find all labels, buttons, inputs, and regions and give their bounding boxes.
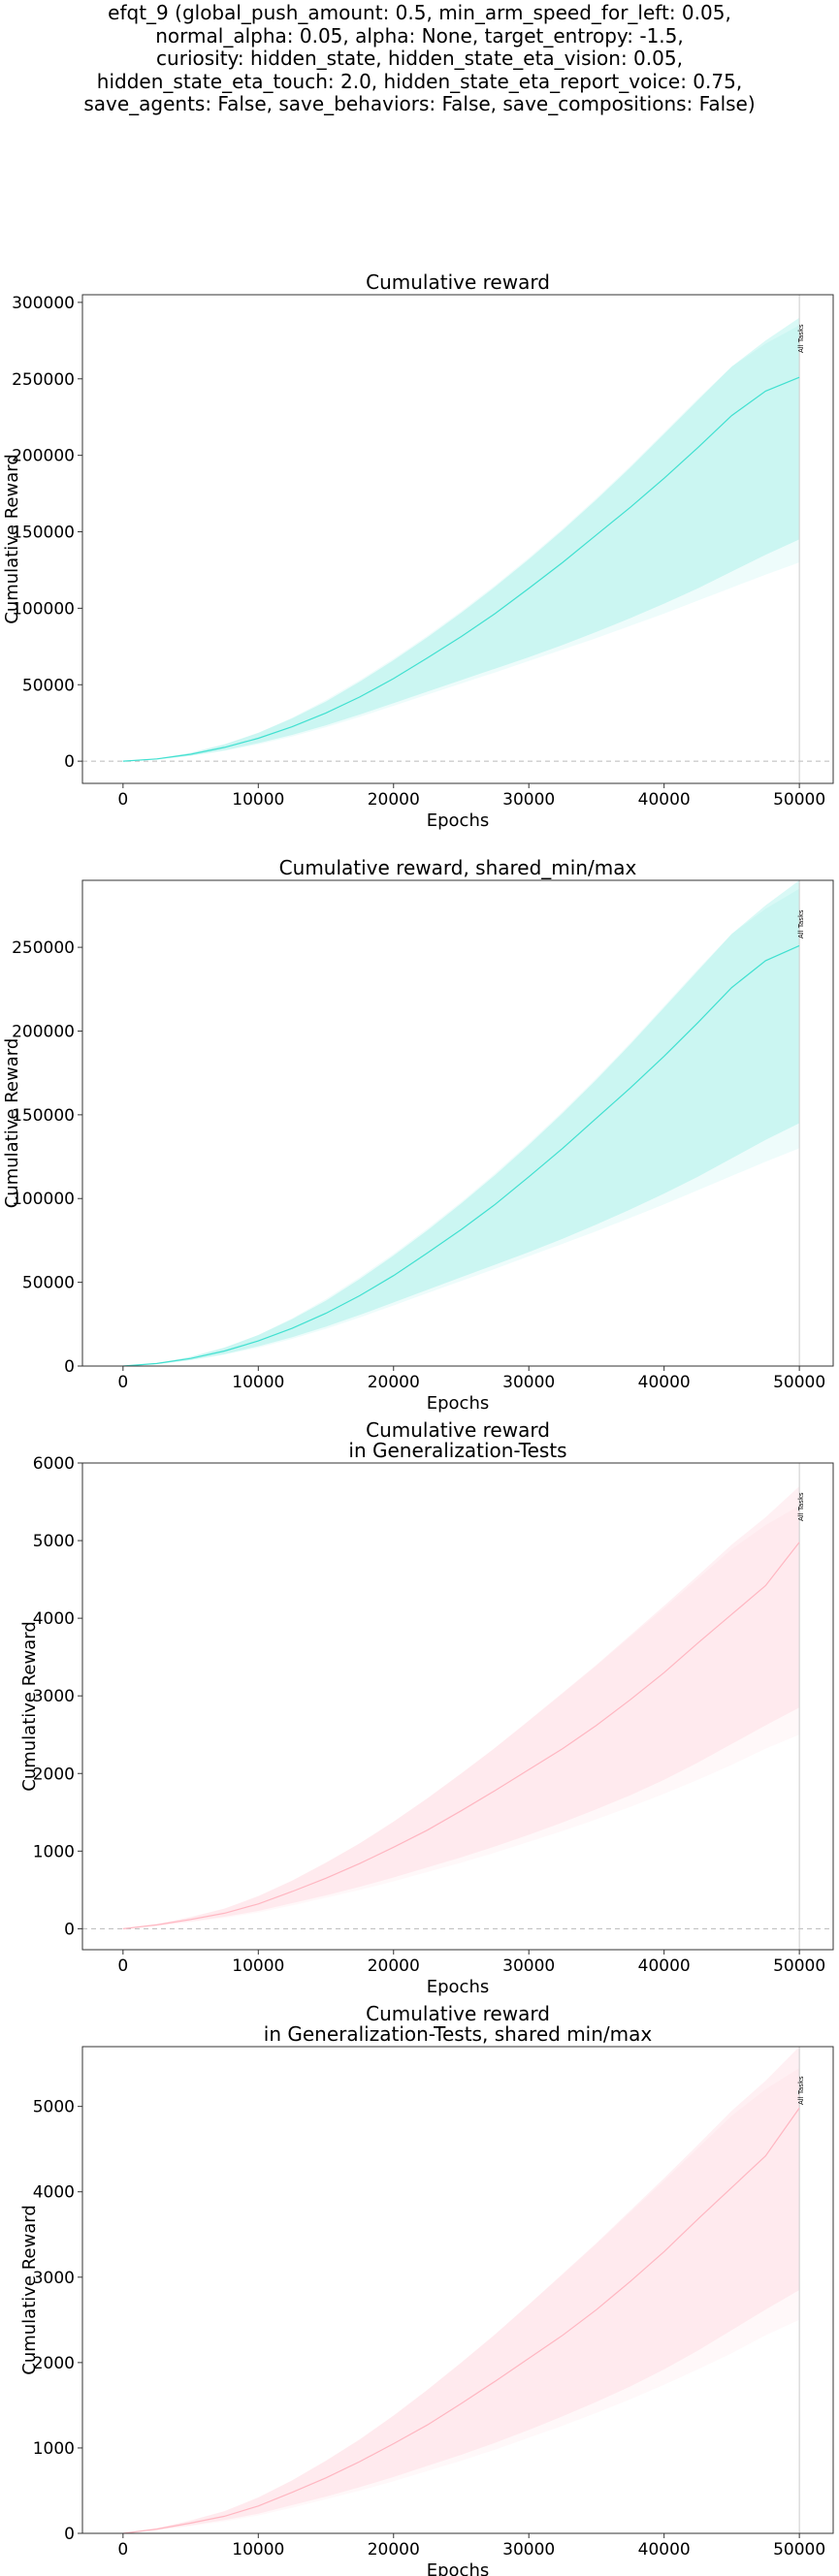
x-tick-label: 20000 (368, 1956, 420, 1976)
chart-title: in Generalization-Tests (348, 1439, 566, 1462)
x-axis-label: Epochs (427, 1393, 490, 1414)
task-marker-label: All Tasks (797, 909, 805, 938)
x-tick-label: 10000 (232, 1956, 284, 1976)
task-marker-label: All Tasks (797, 2076, 805, 2105)
figure-title-line: efqt_9 (global_push_amount: 0.5, min_arm… (108, 1, 731, 24)
x-tick-label: 40000 (638, 2540, 691, 2560)
y-tick-label: 2000 (33, 2354, 75, 2373)
x-tick-label: 10000 (232, 790, 284, 810)
x-tick-label: 20000 (368, 790, 420, 810)
x-tick-label: 0 (117, 790, 128, 810)
figure-title-line: normal_alpha: 0.05, alpha: None, target_… (155, 23, 684, 48)
x-tick-label: 30000 (502, 1956, 555, 1976)
task-marker-label: All Tasks (797, 324, 805, 353)
y-tick-label: 150000 (12, 1106, 75, 1126)
x-tick-label: 0 (117, 2540, 128, 2560)
x-tick-label: 10000 (232, 2540, 284, 2560)
axes-frame (81, 879, 834, 1367)
chart-panel: All Tasks 0 10000 20000 30000 40000 50000 0 1000… (19, 1418, 834, 1997)
x-tick-label: 30000 (502, 1373, 555, 1392)
outer-range-band (122, 1506, 800, 1929)
figure-title-line: hidden_state_eta_touch: 2.0, hidden_stat… (96, 69, 743, 93)
x-tick-label: 20000 (368, 2540, 420, 2560)
min-max-band (122, 1486, 800, 1929)
y-tick-label: 2000 (33, 1765, 75, 1784)
y-axis-label: Cumulative Reward (19, 2205, 40, 2375)
figure-title-line: save_agents: False, save_behaviors: Fals… (83, 92, 756, 115)
y-tick-label: 0 (64, 752, 75, 772)
y-tick-label: 0 (64, 1920, 75, 1939)
y-tick-label: 150000 (12, 524, 75, 543)
chart-title: Cumulative reward (366, 270, 550, 294)
axes-frame (81, 294, 834, 784)
x-axis-label: Epochs (427, 2560, 490, 2576)
outer-range-band (122, 2068, 800, 2533)
y-tick-label: 3000 (33, 2269, 75, 2288)
x-tick-label: 40000 (638, 1373, 691, 1392)
x-tick-label: 50000 (773, 1956, 825, 1976)
x-tick-label: 10000 (232, 1373, 284, 1392)
x-tick-label: 20000 (368, 1373, 420, 1392)
x-axis-label: Epochs (427, 1977, 490, 1997)
mean-line (122, 376, 800, 762)
chart-title: Cumulative reward, shared_min/max (279, 856, 637, 879)
y-tick-label: 50000 (22, 1274, 75, 1293)
y-axis-label: Cumulative Reward (19, 1621, 40, 1792)
x-tick-label: 0 (117, 1956, 128, 1976)
x-tick-label: 50000 (773, 2540, 825, 2560)
mean-line (122, 944, 800, 1367)
y-tick-label: 5000 (33, 2098, 75, 2117)
chart-panel: All Tasks 0 10000 20000 30000 40000 50000 0 5000… (2, 856, 834, 1414)
y-tick-label: 4000 (33, 2183, 75, 2203)
mean-line (122, 2108, 800, 2534)
outer-range-band (122, 888, 800, 1366)
x-tick-label: 0 (117, 1373, 128, 1392)
x-axis-label: Epochs (427, 811, 490, 831)
y-tick-label: 1000 (33, 1842, 75, 1861)
x-tick-label: 50000 (773, 1373, 825, 1392)
y-tick-label: 100000 (12, 599, 75, 619)
y-tick-label: 0 (64, 2525, 75, 2544)
chart-panel: All Tasks 0 10000 20000 30000 40000 50000 0 5000… (2, 270, 834, 831)
x-tick-label: 50000 (773, 790, 825, 810)
chart-title: Cumulative reward (366, 1418, 550, 1442)
mean-line (122, 1542, 800, 1929)
x-tick-label: 40000 (638, 1956, 691, 1976)
y-tick-label: 6000 (33, 1454, 75, 1474)
chart-title: in Generalization-Tests, shared min/max (264, 2022, 653, 2046)
y-tick-label: 200000 (12, 447, 75, 466)
y-axis-label: Cumulative Reward (2, 1038, 22, 1209)
min-max-band (122, 317, 800, 762)
outer-range-band (122, 325, 800, 762)
figure-title-line: curiosity: hidden_state, hidden_state_et… (156, 47, 683, 70)
x-tick-label: 40000 (638, 790, 691, 810)
x-tick-label: 30000 (502, 790, 555, 810)
task-marker-label: All Tasks (797, 1492, 805, 1521)
min-max-band (122, 2047, 800, 2533)
y-tick-label: 3000 (33, 1687, 75, 1706)
min-max-band (122, 880, 800, 1366)
y-tick-label: 200000 (12, 1022, 75, 1041)
y-axis-label: Cumulative Reward (2, 454, 22, 624)
axes-frame (81, 1462, 834, 1951)
y-tick-label: 250000 (12, 370, 75, 390)
y-tick-label: 300000 (12, 294, 75, 313)
y-tick-label: 5000 (33, 1532, 75, 1551)
y-tick-label: 250000 (12, 938, 75, 958)
chart-title: Cumulative reward (366, 2002, 550, 2025)
y-tick-label: 100000 (12, 1190, 75, 1209)
chart-panel: All Tasks 0 10000 20000 30000 40000 50000 0 1000… (19, 2002, 834, 2576)
axes-frame (81, 2046, 834, 2534)
figure-title: efqt_9 (global_push_amount: 0.5, min_arm… (0, 1, 839, 116)
y-tick-label: 4000 (33, 1609, 75, 1629)
y-tick-label: 50000 (22, 676, 75, 695)
y-tick-label: 0 (64, 1357, 75, 1377)
y-tick-label: 1000 (33, 2439, 75, 2459)
x-tick-label: 30000 (502, 2540, 555, 2560)
